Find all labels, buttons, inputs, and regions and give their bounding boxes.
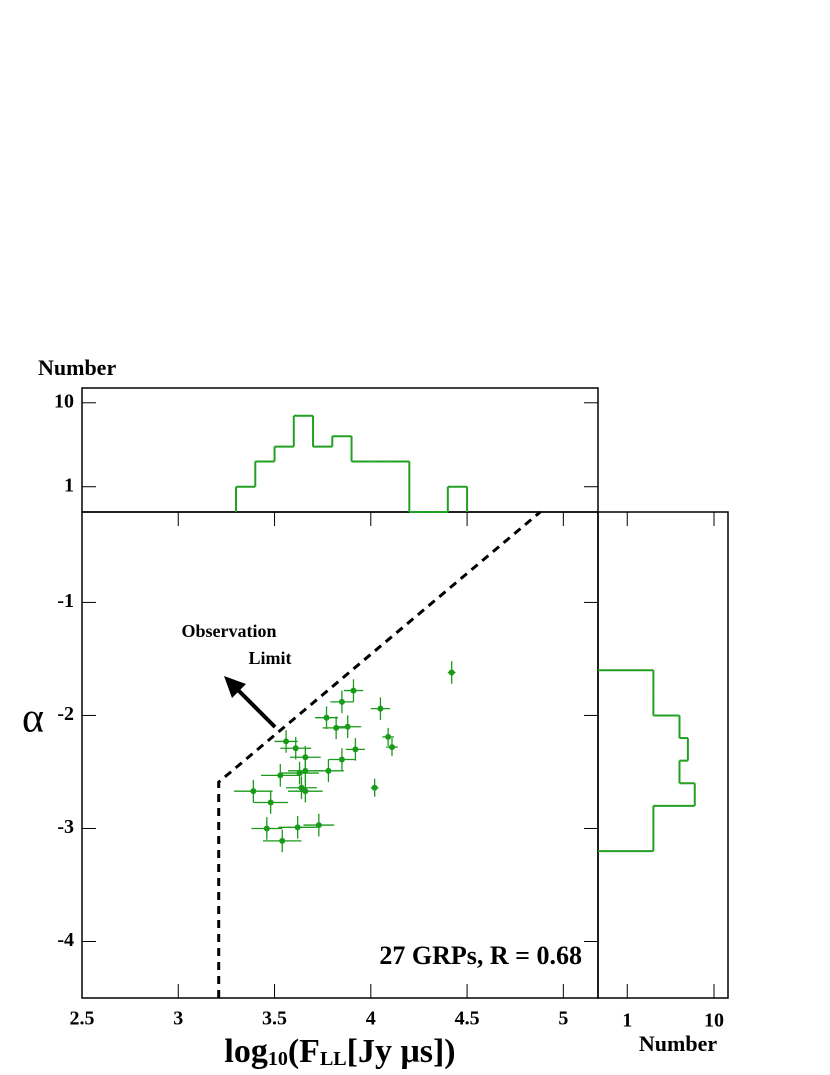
x-tick-label: 3 — [173, 1008, 183, 1030]
x-axis-label: log10(FLL[Jy μs]) — [224, 1033, 455, 1070]
y-tick-label: -4 — [57, 929, 74, 951]
point — [350, 687, 357, 694]
point — [315, 822, 322, 829]
x-tick-label: 2.5 — [70, 1008, 95, 1030]
point — [292, 745, 299, 752]
point — [298, 784, 305, 791]
right-hist-x-label: Number — [639, 1031, 717, 1056]
point — [302, 767, 309, 774]
limit-label: Observation — [181, 621, 276, 641]
point — [338, 756, 345, 763]
point — [325, 767, 332, 774]
point — [296, 770, 303, 777]
arrow-shaft — [234, 686, 277, 729]
x-label-sub: 10 — [268, 1048, 288, 1070]
point — [377, 705, 384, 712]
point — [250, 788, 257, 795]
point — [263, 825, 270, 832]
x-tick-label: 5 — [558, 1008, 568, 1030]
x-label-sub: LL — [320, 1048, 347, 1070]
limit-label: Limit — [249, 648, 292, 668]
point — [352, 746, 359, 753]
point — [338, 698, 345, 705]
top-hist-frame — [81, 387, 599, 513]
point — [333, 724, 340, 731]
point — [388, 744, 395, 751]
right-hist-frame — [597, 511, 729, 999]
point — [294, 824, 301, 831]
point — [302, 754, 309, 761]
annotation: 27 GRPs, R = 0.68 — [379, 941, 582, 970]
point — [371, 784, 378, 791]
x-tick-label: 4.5 — [455, 1008, 480, 1030]
x-label-part: log — [224, 1033, 267, 1070]
y-tick-label: 1 — [64, 474, 74, 496]
point — [448, 669, 455, 676]
point — [279, 837, 286, 844]
point — [277, 772, 284, 779]
x-label-part: [Jy μs]) — [347, 1033, 456, 1070]
x-tick-label: 3.5 — [262, 1008, 287, 1030]
point — [344, 723, 351, 730]
x-tick-label: 4 — [366, 1008, 376, 1030]
y-axis-label: α — [22, 696, 44, 742]
y-tick-label: -3 — [57, 816, 74, 838]
y-tick-label: 10 — [54, 390, 74, 412]
main-frame — [81, 511, 599, 999]
x-label-part: (F — [288, 1033, 320, 1070]
arrow-head — [224, 676, 246, 698]
point — [302, 788, 309, 795]
x-tick-label: 1 — [622, 1010, 632, 1032]
x-tick-label: 10 — [704, 1010, 724, 1032]
point — [385, 733, 392, 740]
point — [267, 799, 274, 806]
top-hist-y-label: Number — [38, 355, 116, 380]
y-tick-label: -1 — [57, 590, 74, 612]
point — [283, 738, 290, 745]
point — [323, 714, 330, 721]
y-tick-label: -2 — [57, 703, 74, 725]
observation-limit — [217, 510, 542, 998]
